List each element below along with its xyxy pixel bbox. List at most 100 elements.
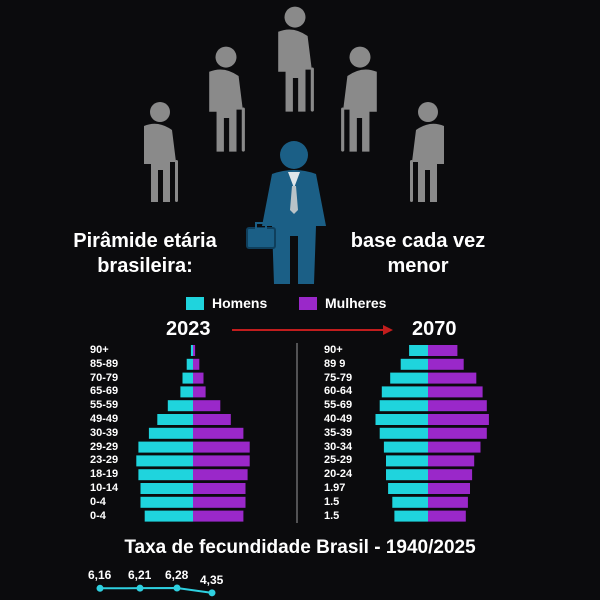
bar-homens-2023	[136, 455, 193, 467]
bar-mulheres-2070	[428, 510, 466, 522]
timeline-arrowhead	[383, 325, 393, 335]
legend-label-mulheres: Mulheres	[325, 295, 387, 311]
bar-mulheres-2023	[193, 386, 206, 398]
bar-mulheres-2023	[193, 483, 246, 494]
bar-mulheres-2070	[428, 496, 468, 508]
bar-mulheres-2070	[428, 386, 483, 398]
bar-homens-2070	[386, 469, 428, 481]
age-label: 30-39	[90, 426, 119, 439]
age-label: 55-69	[324, 399, 353, 412]
bar-homens-2070	[390, 372, 428, 384]
age-label: 49-49	[90, 413, 119, 425]
bar-homens-2023	[180, 386, 193, 398]
fertility-point	[208, 589, 216, 597]
age-label: 30-34	[324, 440, 353, 453]
bar-mulheres-2023	[193, 427, 244, 439]
age-label: 18-19	[90, 468, 119, 481]
age-label: 29-29	[90, 440, 119, 453]
bar-homens-2070	[394, 510, 428, 522]
age-label: 90+	[324, 344, 343, 356]
bar-mulheres-2023	[193, 510, 244, 522]
bar-mulheres-2070	[428, 400, 487, 412]
age-label: 20-24	[324, 468, 353, 481]
bar-homens-2070	[386, 455, 428, 467]
age-label: 89 9	[324, 357, 346, 370]
bar-homens-2070	[409, 345, 428, 356]
bar-mulheres-2070	[428, 455, 475, 467]
bar-homens-2070	[381, 386, 428, 398]
bar-homens-2023	[138, 441, 193, 453]
headline-right: base cada vez menor	[350, 230, 486, 277]
year-2070-title: 2070	[412, 318, 457, 340]
age-label: 1.5	[324, 509, 340, 522]
fertility-data-label: 6,21	[128, 568, 152, 583]
bar-homens-2070	[392, 496, 428, 508]
businessman-with-briefcase-icon	[246, 141, 326, 284]
age-label: 90+	[90, 344, 109, 356]
bar-mulheres-2070	[428, 441, 481, 453]
bar-mulheres-2070	[428, 469, 473, 481]
bar-homens-2070	[383, 441, 428, 453]
bar-mulheres-2070	[428, 427, 487, 439]
bar-homens-2070	[375, 414, 428, 425]
bar-mulheres-2023	[193, 400, 221, 412]
bar-homens-2023	[157, 414, 193, 425]
bar-homens-2023	[167, 400, 193, 412]
fertility-chart-title: Taxa de fecundidade Brasil - 1940/2025	[124, 537, 476, 558]
fertility-data-label: 4,35	[200, 572, 224, 587]
age-label: 35-39	[324, 426, 353, 439]
bar-mulheres-2023	[193, 372, 204, 384]
bar-homens-2023	[144, 510, 193, 522]
bar-homens-2070	[379, 427, 428, 439]
age-label: 0-4	[90, 509, 106, 522]
bar-homens-2023	[186, 358, 193, 370]
legend-mulheres: Mulheres	[299, 295, 386, 311]
bar-mulheres-2070	[428, 358, 464, 370]
bar-mulheres-2023	[193, 496, 246, 508]
bar-mulheres-2070	[428, 372, 477, 384]
bar-homens-2023	[140, 496, 193, 508]
fertility-data-label: 6,16	[88, 568, 112, 583]
bar-mulheres-2070	[428, 483, 470, 494]
age-label: 55-59	[90, 399, 119, 412]
bar-homens-2070	[388, 483, 428, 494]
age-label: 23-29	[90, 454, 119, 467]
age-label: 0-4	[90, 495, 106, 508]
fertility-point	[136, 584, 144, 592]
bar-homens-2023	[182, 372, 193, 384]
fertility-line	[99, 586, 213, 594]
bar-mulheres-2023	[193, 345, 196, 356]
bar-mulheres-2023	[193, 441, 250, 453]
bar-homens-2023	[140, 483, 193, 494]
bar-homens-2023	[148, 427, 193, 439]
bar-mulheres-2023	[193, 469, 248, 481]
bar-homens-2023	[190, 345, 193, 356]
bar-mulheres-2023	[193, 358, 200, 370]
age-label: 70-79	[90, 371, 119, 384]
bar-homens-2023	[138, 469, 193, 481]
fertility-point	[96, 584, 104, 592]
headline-left: Pirâmide etária brasileira:	[73, 230, 217, 277]
bar-homens-2070	[400, 358, 428, 370]
age-label: 85-89	[90, 357, 119, 370]
bar-mulheres-2023	[193, 455, 250, 467]
legend-swatch-mulheres	[299, 296, 317, 310]
bar-mulheres-2070	[428, 345, 458, 356]
year-2023-title: 2023	[166, 318, 211, 340]
age-label: 65-69	[90, 385, 119, 398]
age-label: 75-79	[324, 371, 353, 384]
age-label: 10-14	[90, 482, 119, 494]
bar-mulheres-2070	[428, 414, 489, 425]
legend-homens: Homens	[186, 295, 267, 311]
illustration	[144, 6, 444, 284]
bar-mulheres-2023	[193, 414, 231, 425]
legend-swatch-homens	[186, 296, 204, 310]
age-label: 1.5	[324, 495, 340, 508]
fertility-data-label: 6,28	[165, 568, 189, 582]
bar-homens-2070	[379, 400, 428, 412]
age-label: 1.97	[324, 482, 346, 494]
legend-label-homens: Homens	[212, 295, 268, 311]
